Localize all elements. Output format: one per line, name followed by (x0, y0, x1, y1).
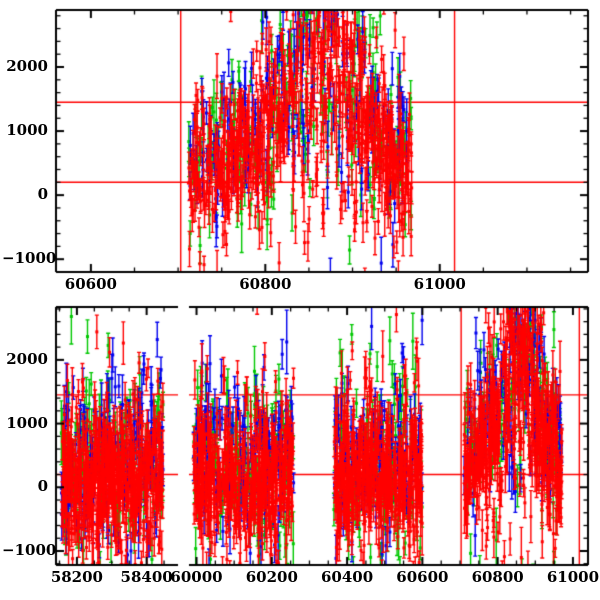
scatter-plot-canvas (0, 0, 600, 600)
light-curve-figure: 60600 60800 61000 −1000 0 1000 2000 58200 58400 6… (0, 0, 600, 600)
